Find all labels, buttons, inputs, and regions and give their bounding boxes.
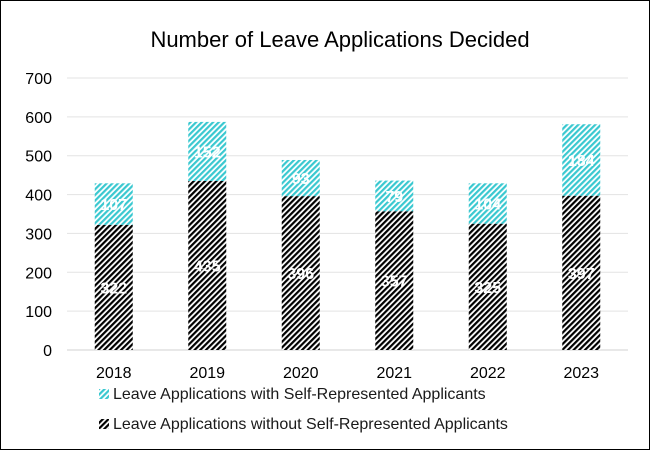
data-label-2021-series-0: 357 <box>381 274 408 291</box>
bar-2020-series-0 <box>281 196 320 350</box>
data-label-2019-series-0: 435 <box>194 258 221 275</box>
y-tick-label: 500 <box>25 149 52 166</box>
data-label-2018-series-1: 107 <box>100 197 127 214</box>
data-label-2020-series-1: 93 <box>292 171 310 188</box>
bar-2020-series-1 <box>281 159 320 197</box>
data-label-2023-series-0: 397 <box>568 266 595 283</box>
data-label-2023-series-1: 184 <box>568 153 595 170</box>
y-tick-label: 300 <box>25 226 52 243</box>
y-tick-label: 400 <box>25 188 52 205</box>
bar-2018-series-0 <box>94 224 133 350</box>
x-tick-label: 2020 <box>283 365 319 382</box>
data-label-2018-series-0: 322 <box>100 280 127 297</box>
x-tick-label: 2022 <box>470 365 506 382</box>
chart-title: Number of Leave Applications Decided <box>150 27 529 52</box>
y-tick-label: 700 <box>25 71 52 88</box>
bar-2019-series-0 <box>188 180 227 350</box>
bars <box>94 121 601 350</box>
gridlines <box>67 77 628 351</box>
data-label-2020-series-0: 396 <box>287 266 314 283</box>
x-tick-label: 2019 <box>189 365 225 382</box>
data-label-2022-series-1: 104 <box>474 197 501 214</box>
bar-2021-series-1 <box>375 180 414 212</box>
legend-label-series-0: Leave Applications without Self-Represen… <box>113 416 508 433</box>
y-tick-label: 0 <box>43 343 52 360</box>
x-axis-ticks: 2018 2019 2020 2021 2022 2023 <box>96 365 599 382</box>
bar-2021-series-0 <box>375 211 414 350</box>
legend-label-series-1: Leave Applications with Self-Represented… <box>113 386 486 403</box>
data-label-2022-series-0: 325 <box>474 280 501 297</box>
bar-2018-series-1 <box>94 183 133 225</box>
x-tick-label: 2018 <box>96 365 132 382</box>
bar-2023-series-1 <box>562 124 601 196</box>
bar-2022-series-0 <box>468 223 507 350</box>
y-tick-label: 600 <box>25 110 52 127</box>
y-axis-ticks: 0 100 200 300 400 500 600 700 <box>25 71 52 360</box>
bar-2022-series-1 <box>468 183 507 224</box>
x-tick-label: 2023 <box>563 365 599 382</box>
y-tick-label: 100 <box>25 304 52 321</box>
data-label-2019-series-1: 152 <box>194 144 221 161</box>
bar-2019-series-1 <box>188 121 227 181</box>
bar-2023-series-0 <box>562 195 601 350</box>
x-tick-label: 2021 <box>376 365 412 382</box>
y-tick-label: 200 <box>25 265 52 282</box>
legend-swatch-series-1 <box>99 389 109 399</box>
legend: Leave Applications with Self-Represented… <box>99 386 508 433</box>
data-labels: 322 107 435 152 396 93 357 79 325 104 397 184 <box>100 144 594 297</box>
legend-swatch-series-0 <box>99 419 109 429</box>
data-label-2021-series-1: 79 <box>385 189 403 206</box>
